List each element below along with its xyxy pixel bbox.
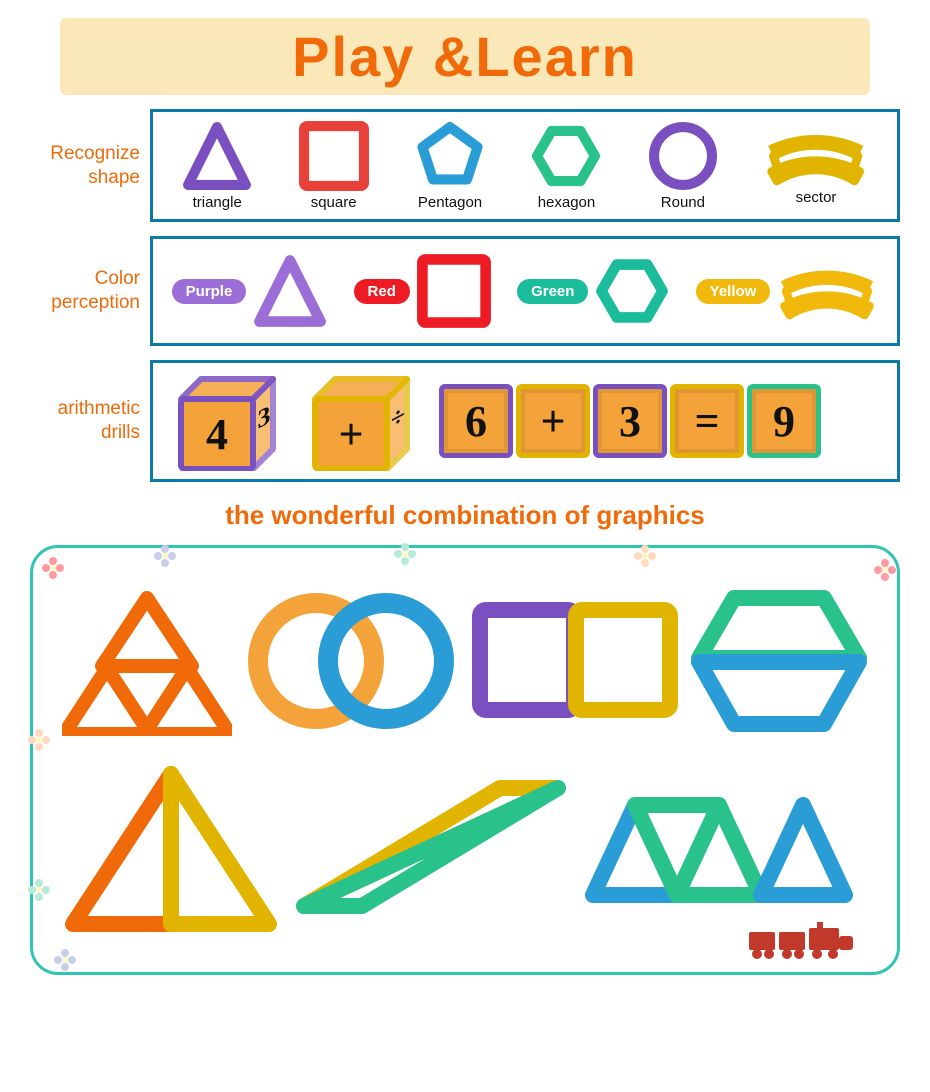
combo-rings bbox=[241, 586, 461, 736]
math-tile: + bbox=[516, 384, 590, 458]
colors-box: Purple Red Green Yellow bbox=[150, 236, 900, 346]
shape-caption: square bbox=[311, 194, 357, 211]
flower-icon bbox=[873, 558, 897, 582]
arith-box: 4 3 + ÷ 6+3=9 bbox=[150, 360, 900, 482]
flower-icon bbox=[633, 544, 657, 568]
math-cube: + ÷ bbox=[305, 371, 415, 471]
row-label-arith: arithmetic drills bbox=[30, 397, 150, 445]
math-tile: = bbox=[670, 384, 744, 458]
shape-triangle: triangle bbox=[181, 120, 253, 211]
combo-row-2 bbox=[57, 764, 873, 934]
shape-caption: Round bbox=[661, 194, 705, 211]
color-green: Green bbox=[517, 253, 670, 329]
flower-icon bbox=[27, 878, 51, 902]
math-tile: 6 bbox=[439, 384, 513, 458]
combo-big-triangle bbox=[61, 764, 281, 934]
combo-tri-stack bbox=[62, 586, 232, 736]
subtitle: the wonderful combination of graphics bbox=[0, 500, 930, 531]
math-tile: 9 bbox=[747, 384, 821, 458]
math-strip: 6+3=9 bbox=[439, 384, 821, 458]
shape-pentagon: Pentagon bbox=[414, 120, 486, 211]
shape-hexagon: hexagon bbox=[530, 120, 602, 211]
flower-icon bbox=[393, 542, 417, 566]
combo-squares bbox=[470, 596, 680, 726]
color-pill: Green bbox=[517, 279, 588, 304]
row-shapes: Recognize shape triangle square Pentagon… bbox=[30, 109, 900, 222]
title-banner: Play &Learn bbox=[60, 18, 870, 95]
train-icon bbox=[747, 922, 857, 962]
color-pill: Yellow bbox=[696, 279, 771, 304]
shape-caption: Pentagon bbox=[418, 194, 482, 211]
color-pill: Purple bbox=[172, 279, 247, 304]
shape-square: square bbox=[298, 120, 370, 211]
shape-caption: sector bbox=[796, 189, 837, 206]
math-cube: 4 3 bbox=[171, 371, 281, 471]
page-title: Play &Learn bbox=[60, 24, 870, 89]
shape-caption: triangle bbox=[193, 194, 242, 211]
color-red: Red bbox=[354, 253, 492, 329]
color-pill: Red bbox=[354, 279, 410, 304]
combo-tri-strip bbox=[579, 789, 869, 909]
combo-rhombus bbox=[290, 774, 570, 924]
flower-icon bbox=[53, 948, 77, 972]
row-arith: arithmetic drills 4 3 + ÷ 6+3=9 bbox=[30, 360, 900, 482]
combo-row-1 bbox=[57, 586, 873, 736]
shape-round: Round bbox=[647, 120, 719, 211]
flower-icon bbox=[27, 728, 51, 752]
color-purple: Purple bbox=[172, 253, 329, 329]
combo-hex bbox=[689, 586, 869, 736]
flower-icon bbox=[153, 544, 177, 568]
shape-sector: sector bbox=[763, 125, 868, 206]
svg-text:4: 4 bbox=[206, 410, 228, 459]
shapes-box: triangle square Pentagon hexagon Round s… bbox=[150, 109, 900, 222]
color-yellow: Yellow bbox=[696, 261, 879, 321]
row-label-color: Color perception bbox=[30, 267, 150, 315]
row-label-shape: Recognize shape bbox=[30, 142, 150, 190]
flower-icon bbox=[41, 556, 65, 580]
svg-text:+: + bbox=[338, 410, 363, 459]
math-tile: 3 bbox=[593, 384, 667, 458]
row-colors: Color perception Purple Red Green Yellow bbox=[30, 236, 900, 346]
combo-box bbox=[30, 545, 900, 975]
shape-caption: hexagon bbox=[538, 194, 596, 211]
